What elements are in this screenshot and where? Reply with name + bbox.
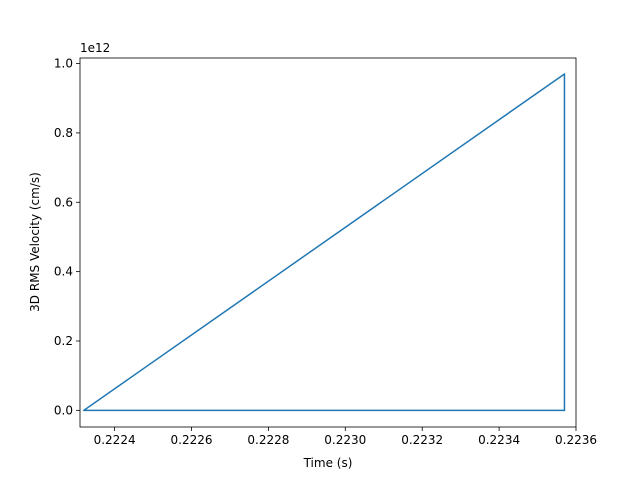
y-tick-label: 0.4 (54, 265, 73, 279)
x-tick-label: 0.2228 (247, 433, 289, 447)
y-tick-label: 0.2 (54, 334, 73, 348)
y-tick-label: 0.0 (54, 403, 73, 417)
y-offset-label: 1e12 (80, 41, 110, 55)
x-tick-label: 0.2224 (94, 433, 136, 447)
y-tick-label: 1.0 (54, 57, 73, 71)
x-axis-ticks: 0.2224 0.2226 0.2228 0.2230 0.2232 0.2234 0.22… (94, 427, 597, 447)
y-axis-ticks: 0.0 0.2 0.4 0.6 0.8 1.0 (54, 57, 80, 417)
x-axis-label: Time (s) (303, 456, 353, 470)
y-tick-label: 0.8 (54, 126, 73, 140)
y-tick-label: 0.6 (54, 195, 73, 209)
x-tick-label: 0.2230 (324, 433, 366, 447)
x-tick-label: 0.2226 (171, 433, 213, 447)
y-axis-label: 3D RMS Velocity (cm/s) (28, 172, 42, 312)
plot-area (79, 57, 577, 428)
x-tick-label: 0.2234 (478, 433, 520, 447)
plot-frame (79, 57, 577, 428)
series-line-0 (82, 73, 566, 412)
x-tick-label: 0.2236 (555, 433, 597, 447)
x-tick-label: 0.2232 (401, 433, 443, 447)
